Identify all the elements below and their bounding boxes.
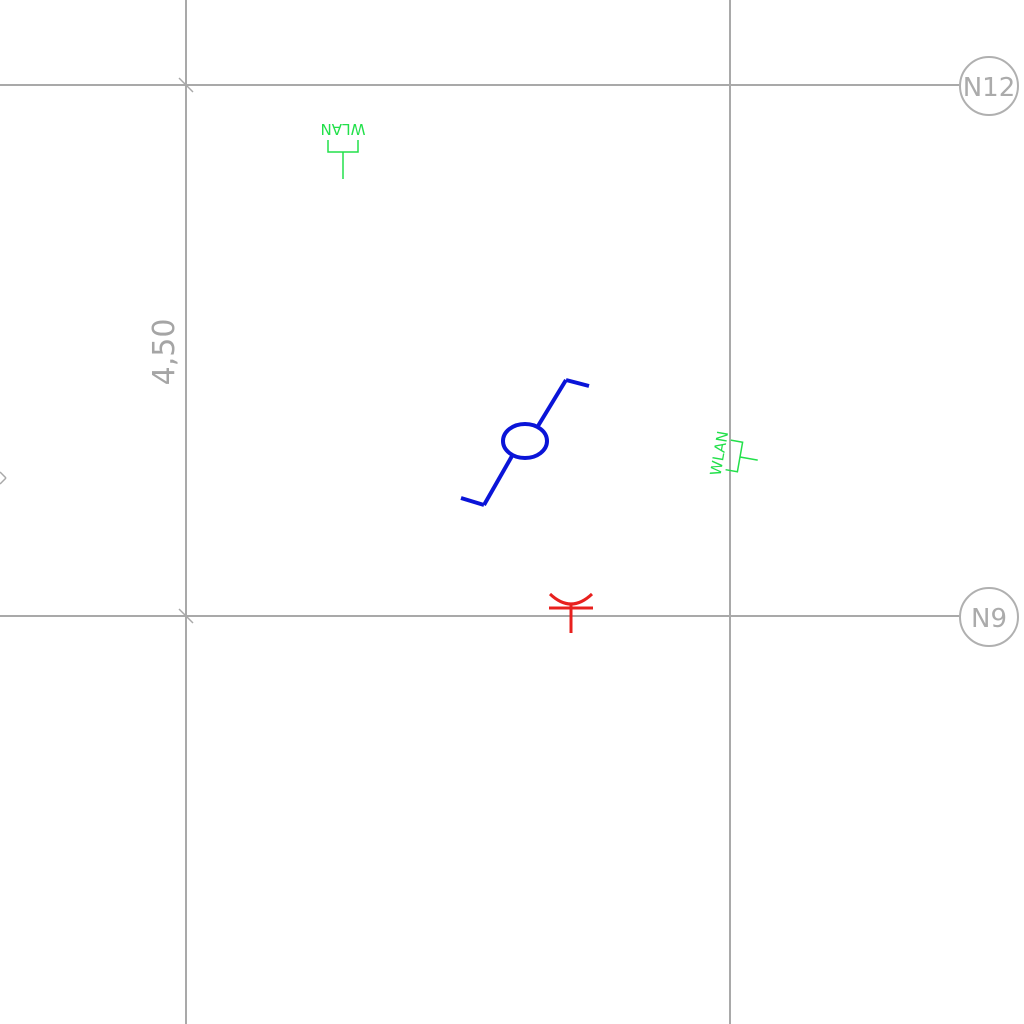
antenna-icon (548, 592, 594, 633)
wlan-top-label: WLAN (320, 120, 365, 138)
wlan-icon (327, 140, 359, 153)
wlan-icon (725, 439, 744, 473)
grid-bubble-bottom: N9 (959, 587, 1019, 647)
dimension-label: 4,50 (147, 319, 182, 386)
dimension-tick-left-edge-b (0, 477, 7, 485)
dimension-tick-left-edge (0, 471, 7, 479)
wlan-symbol-top: WLAN (320, 120, 366, 179)
grid-bubble-top-label: N12 (963, 73, 1016, 103)
dimension-tick-bottom (178, 608, 194, 624)
grid-bubble-top: N12 (959, 56, 1019, 116)
dimension-tick-top (178, 77, 194, 93)
grid-lines (0, 0, 960, 1024)
dimension-ticks (0, 77, 194, 624)
grid-bubble-bottom-label: N9 (971, 604, 1007, 634)
wlan-symbol-right: WLAN (707, 430, 758, 477)
circle-outlet-icon (460, 378, 590, 507)
